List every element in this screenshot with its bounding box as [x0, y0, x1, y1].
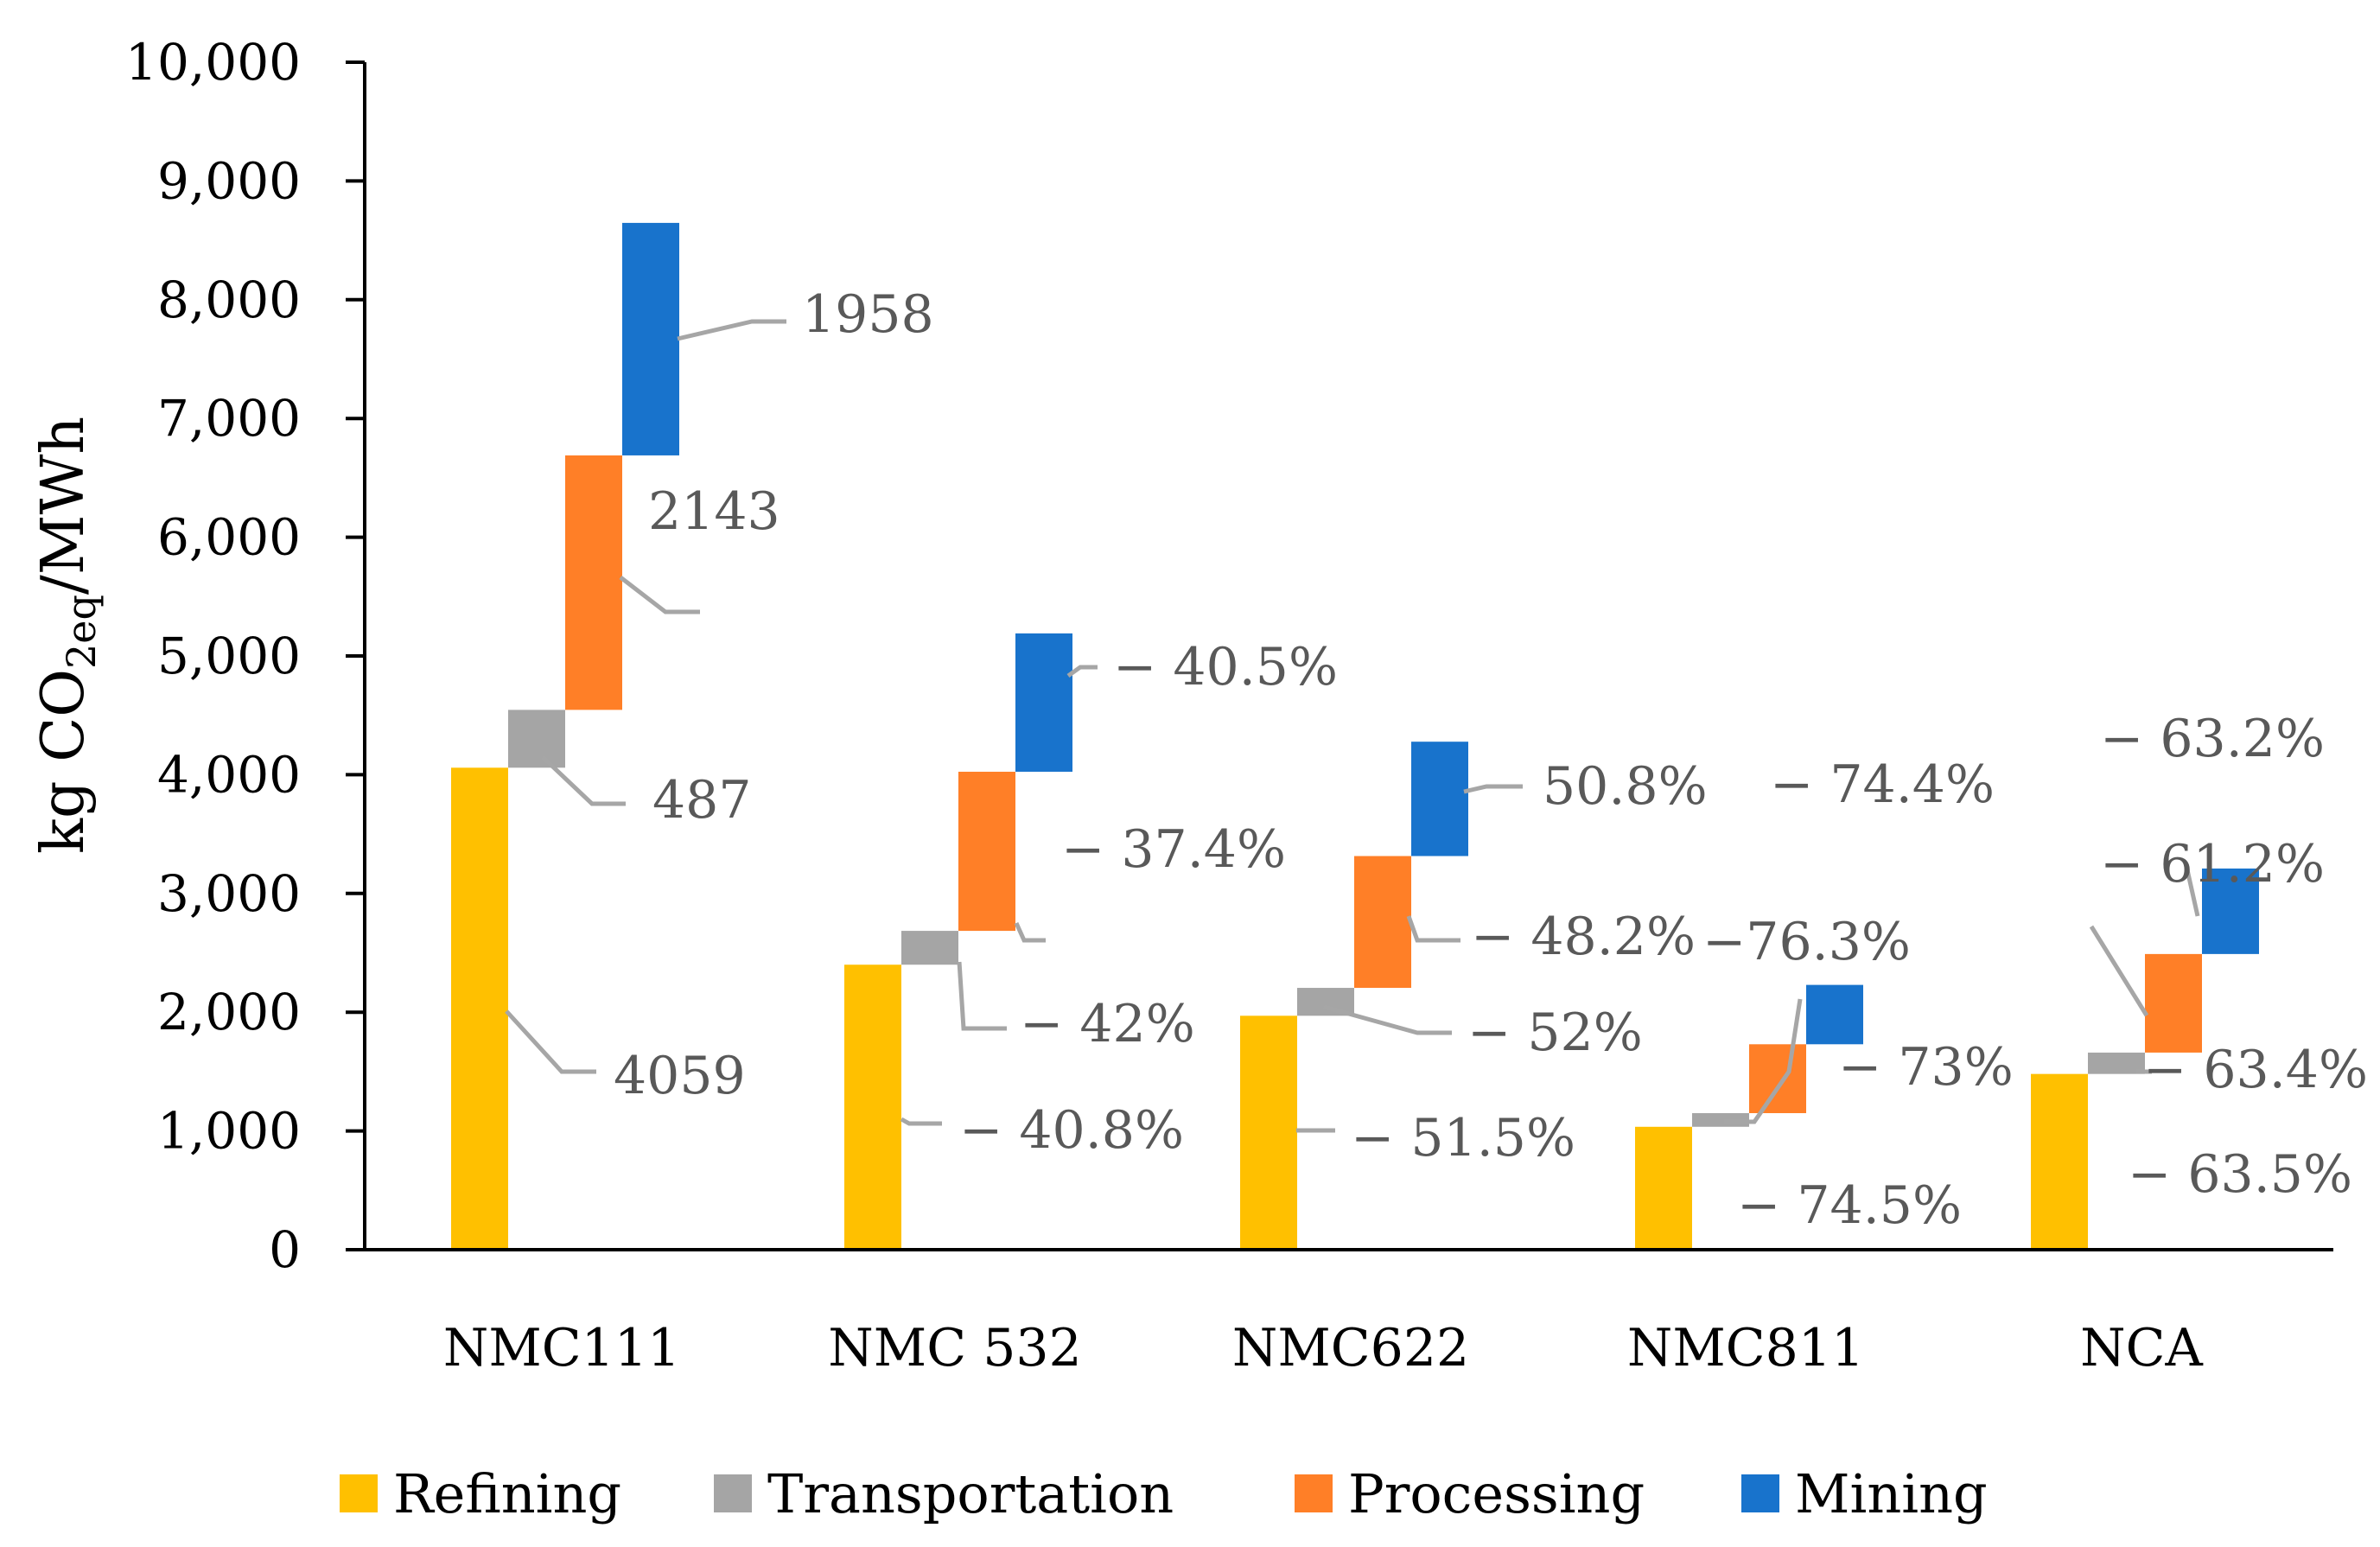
- bar-refining-nmc532: [844, 964, 901, 1250]
- bar-mining-nmc532: [1015, 633, 1072, 772]
- x-axis: NMC111 NMC 532 NMC622 NMC811 NCA: [365, 1248, 2333, 1378]
- leader-line: [1014, 921, 1046, 943]
- y-axis-title: kg CO2eq/MWh: [29, 417, 105, 854]
- data-label: − 40.5%: [1113, 637, 1338, 697]
- leader-line: [541, 755, 626, 806]
- y-tick-label: 3,000: [157, 864, 301, 923]
- x-tick-label: NMC 532: [828, 1318, 1081, 1378]
- leader-line: [1323, 1004, 1452, 1035]
- legend-item-mining: Mining: [1741, 1462, 1988, 1525]
- data-labels: 4059 487 2143 1958 − 40.8% − 42% − 37.4% − 40.5…: [614, 284, 2368, 1236]
- data-label: − 73%: [1838, 1037, 2014, 1098]
- legend-label: Processing: [1348, 1462, 1645, 1525]
- label-leader-lines: [505, 319, 2200, 1133]
- leader-line: [1463, 784, 1523, 794]
- bar-refining-nmc622: [1240, 1015, 1297, 1250]
- y-tick-label: 1,000: [157, 1102, 301, 1161]
- leader-line: [1724, 998, 1803, 1124]
- leader-line: [1406, 915, 1460, 943]
- data-label: − 52%: [1467, 1003, 1643, 1063]
- bar-mining-nmc622: [1411, 742, 1468, 856]
- legend-swatch: [1741, 1474, 1779, 1512]
- leader-line: [900, 1117, 942, 1126]
- y-tick-label: 2,000: [157, 983, 301, 1041]
- y-tick-label: 0: [269, 1220, 301, 1279]
- data-label: − 63.4%: [2143, 1040, 2368, 1100]
- y-axis: 0 1,000 2,000 3,000 4,000 5,000 6,000 7,000 8,00…: [125, 33, 366, 1279]
- data-label: 4059: [614, 1046, 746, 1106]
- leader-line: [2184, 865, 2200, 917]
- data-label: − 74.4%: [1770, 754, 1995, 815]
- x-tick-label: NMC111: [443, 1318, 680, 1378]
- legend-label: Mining: [1795, 1462, 1988, 1525]
- x-tick-label: NMC811: [1627, 1318, 1864, 1378]
- bar-processing-nmc111: [565, 455, 622, 710]
- data-label: − 37.4%: [1061, 819, 1286, 880]
- leader-line: [957, 961, 1007, 1031]
- data-label: − 48.2%: [1471, 907, 1696, 967]
- legend-label: Refining: [393, 1462, 621, 1525]
- bar-refining-nmc811: [1635, 1126, 1692, 1250]
- x-tick-label: NMC622: [1232, 1318, 1469, 1378]
- y-tick-label: 9,000: [157, 151, 301, 210]
- bar-processing-nmc532: [958, 771, 1015, 932]
- legend-swatch: [714, 1474, 752, 1512]
- data-label: −76.3%: [1702, 912, 1911, 972]
- y-tick-label: 7,000: [157, 389, 301, 448]
- bar-processing-nmc811: [1749, 1044, 1806, 1113]
- bar-refining-nmc111: [451, 767, 508, 1250]
- y-tick-label: 6,000: [157, 508, 301, 567]
- legend-item-processing: Processing: [1295, 1462, 1645, 1525]
- data-label: − 63.2%: [2100, 709, 2325, 769]
- data-label: 2143: [648, 481, 780, 542]
- data-label: 1958: [802, 284, 934, 345]
- leader-line: [677, 319, 786, 341]
- leader-line: [2089, 925, 2149, 1017]
- data-label: − 42%: [1020, 994, 1195, 1054]
- data-label: 50.8%: [1543, 756, 1708, 817]
- data-label: − 51.5%: [1351, 1108, 1575, 1168]
- data-label: − 63.5%: [2128, 1144, 2352, 1205]
- data-label: − 61.2%: [2100, 834, 2325, 894]
- legend: Refining Transportation Processing Mining: [340, 1462, 1988, 1525]
- bar-processing-nca: [2145, 953, 2202, 1053]
- legend-item-refining: Refining: [340, 1462, 621, 1525]
- leader-line: [619, 576, 700, 614]
- legend-swatch: [1295, 1474, 1333, 1512]
- leader-line: [1066, 665, 1098, 678]
- y-tick-label: 10,000: [125, 33, 301, 92]
- legend-label: Transportation: [767, 1462, 1174, 1525]
- bar-processing-nmc622: [1354, 856, 1411, 989]
- bar-transportation-nca: [2088, 1052, 2145, 1074]
- leader-line: [505, 1009, 596, 1074]
- bar-refining-nca: [2031, 1073, 2088, 1250]
- y-tick-label: 5,000: [157, 627, 301, 685]
- data-label: 487: [652, 770, 752, 831]
- bar-mining-nmc111: [622, 222, 679, 455]
- bar-mining-nmc811: [1806, 984, 1863, 1045]
- bar-mining-nca: [2202, 868, 2259, 954]
- legend-item-transportation: Transportation: [714, 1462, 1174, 1525]
- y-tick-label: 4,000: [157, 745, 301, 804]
- x-tick-label: NCA: [2080, 1318, 2203, 1378]
- bars: [451, 222, 2259, 1250]
- bar-transportation-nmc111: [508, 710, 565, 768]
- bar-transportation-nmc532: [901, 931, 958, 965]
- data-label: − 74.5%: [1737, 1175, 1962, 1236]
- data-label: − 40.8%: [959, 1100, 1184, 1161]
- y-tick-label: 8,000: [157, 271, 301, 329]
- legend-swatch: [340, 1474, 378, 1512]
